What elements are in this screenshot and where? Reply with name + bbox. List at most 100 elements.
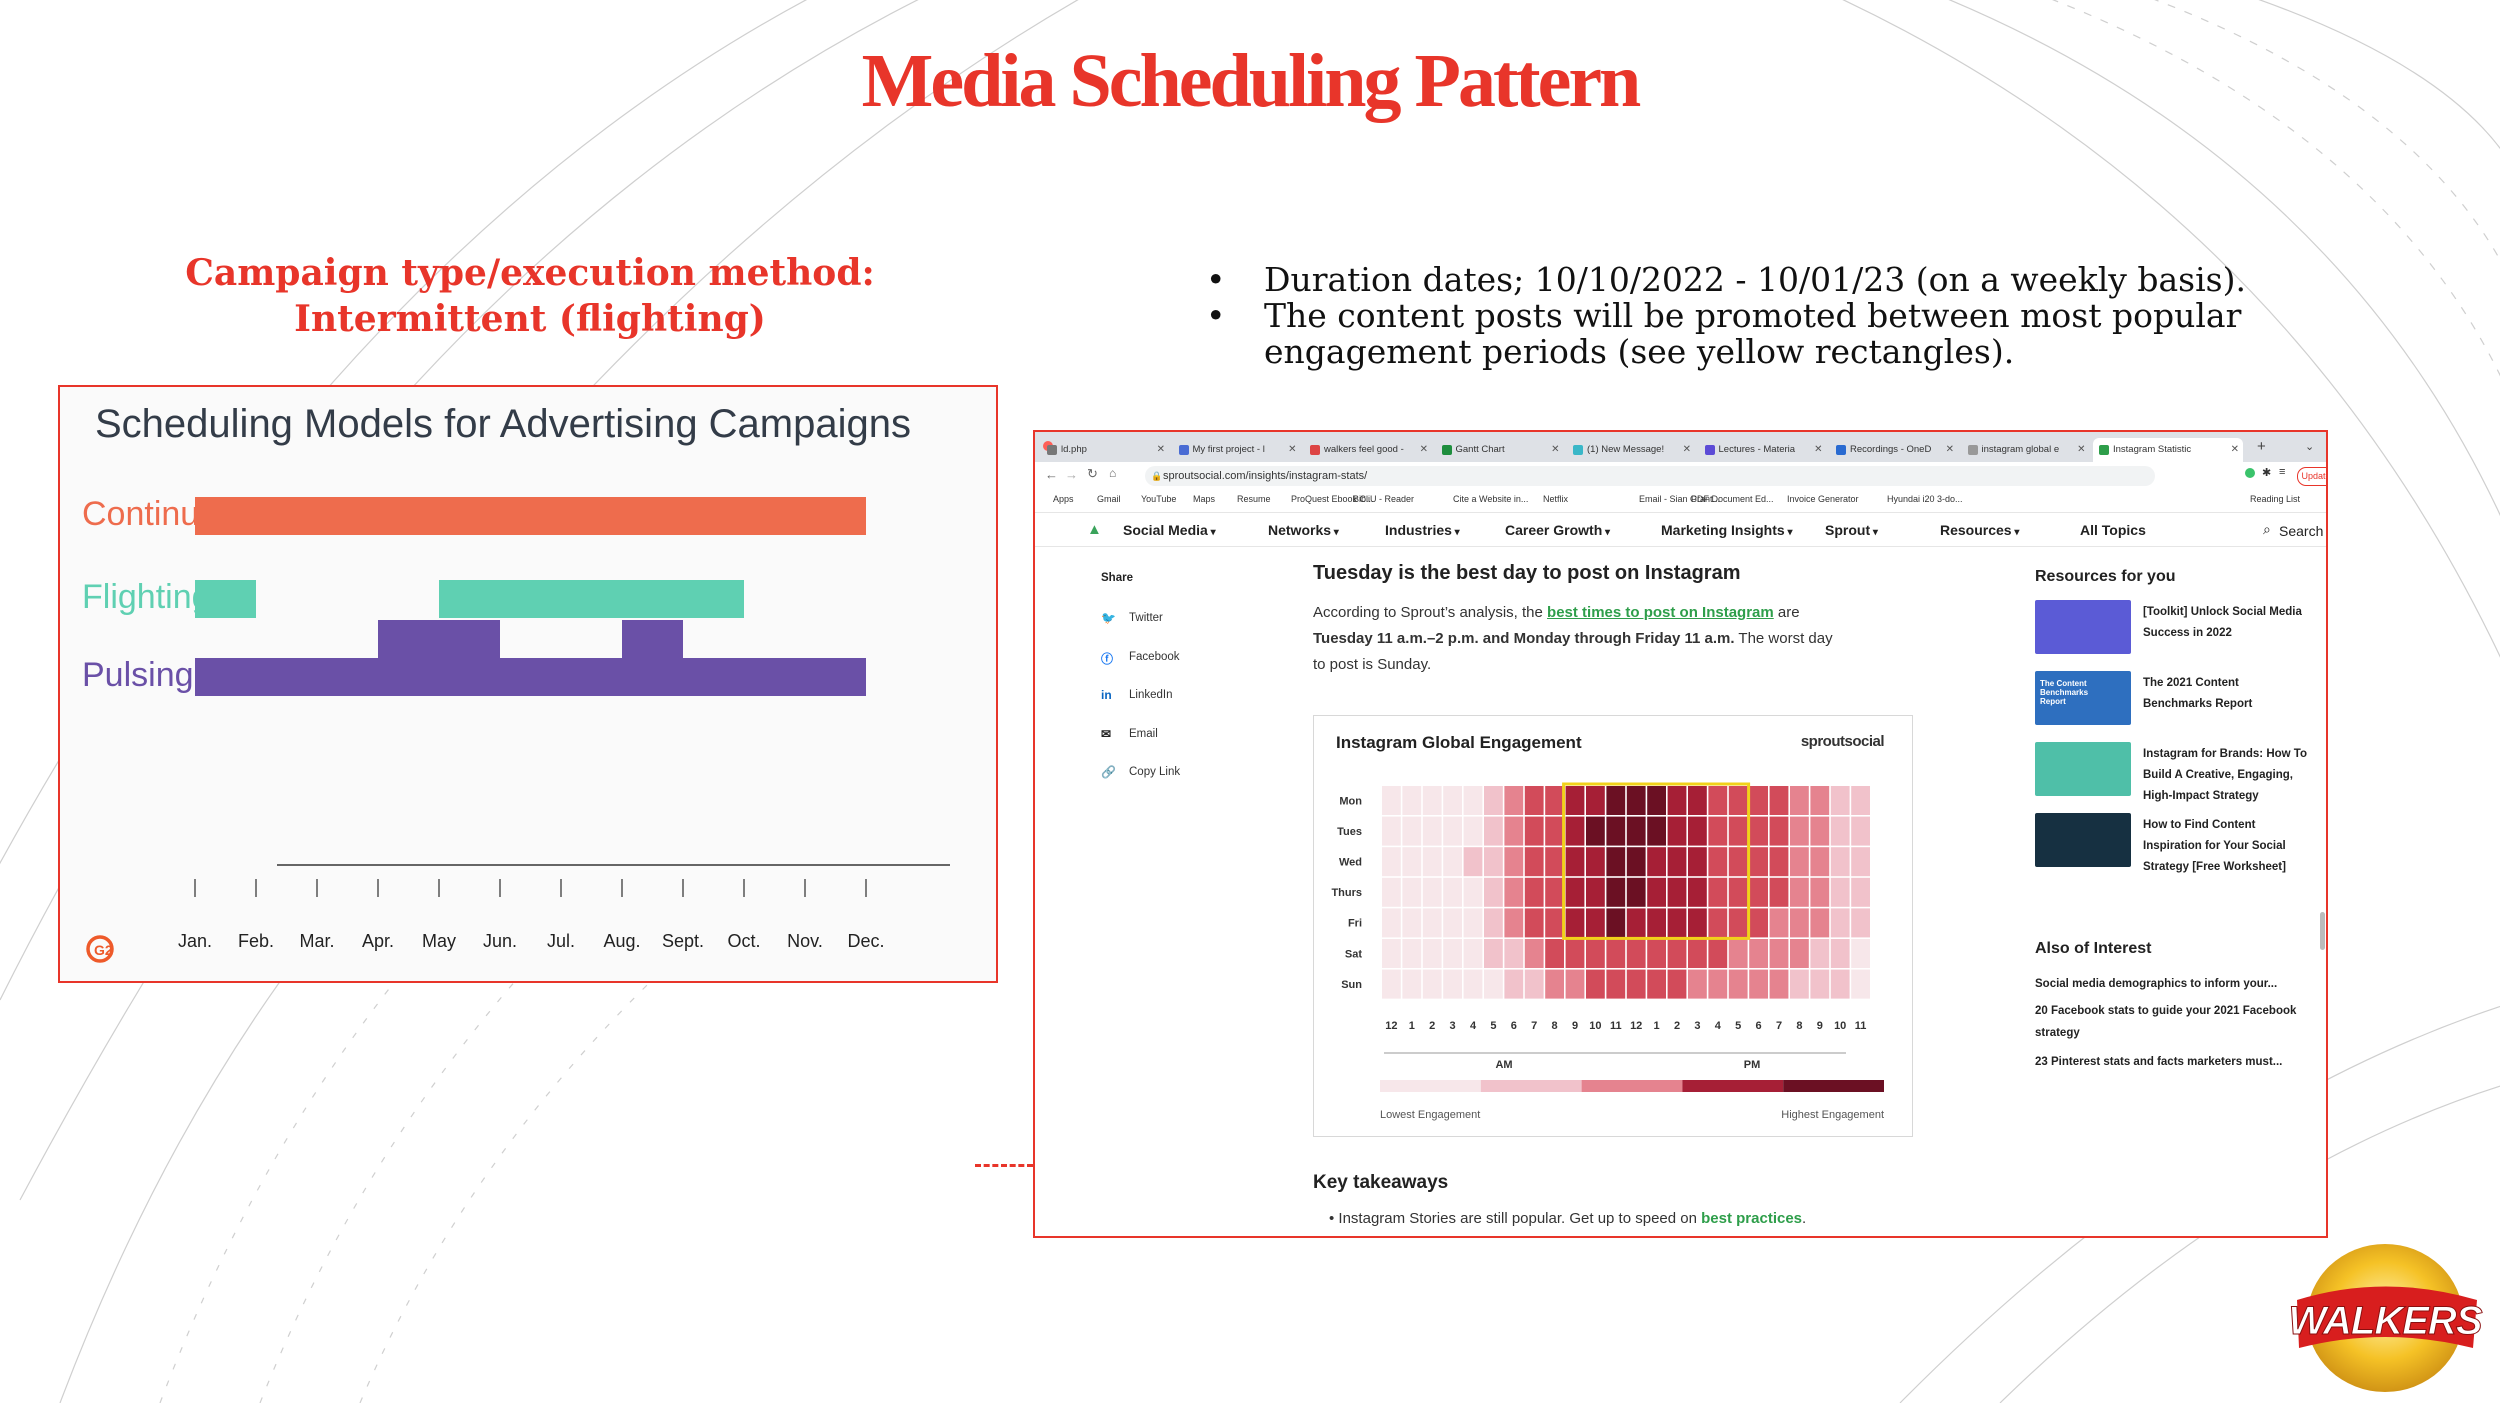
tab-close-icon[interactable]: ✕	[2230, 444, 2239, 455]
bookmark-item[interactable]: Cite a Website in...	[1453, 494, 1529, 504]
address-bar[interactable]: 🔒 sproutsocial.com/insights/instagram-st…	[1145, 466, 2155, 486]
tab-favicon-icon	[1178, 445, 1189, 455]
nav-item-marketing-insights[interactable]: Marketing Insights ▾	[1661, 522, 1793, 538]
forward-arrow-icon[interactable]: →	[1065, 467, 1078, 482]
update-button[interactable]: Update	[2297, 467, 2326, 486]
nav-item-label: Career Growth	[1505, 522, 1603, 538]
bookmark-item[interactable]: Gmail	[1097, 494, 1121, 504]
share-twitter[interactable]: Twitter	[1129, 612, 1163, 624]
playlist-icon[interactable]: ≡	[2279, 466, 2286, 478]
bookmark-item[interactable]: BibliU - Reader	[1353, 494, 1415, 504]
resource-title[interactable]: Instagram for Brands: How To Build A Crea…	[2143, 744, 2326, 807]
home-icon[interactable]: ⌂	[1109, 466, 1117, 480]
tab-close-icon[interactable]: ✕	[1945, 444, 1954, 455]
resource-thumbnail[interactable]: The Content Benchmarks Report	[2035, 671, 2131, 725]
tab-close-icon[interactable]: ✕	[1682, 444, 1691, 455]
tab-list-chevron-icon[interactable]: ⌄	[2305, 441, 2315, 453]
bookmark-item[interactable]: YouTube	[1141, 494, 1177, 504]
browser-tab[interactable]: Instagram Statistic ✕	[2093, 438, 2243, 462]
nav-item-career-growth[interactable]: Career Growth ▾	[1505, 522, 1610, 538]
resource-thumbnail[interactable]	[2035, 742, 2131, 796]
tab-close-icon[interactable]: ✕	[1156, 444, 1165, 455]
bookmark-item[interactable]: Apps	[1053, 494, 1074, 504]
bookmark-item[interactable]: ProQuest Ebook C...	[1291, 494, 1374, 504]
linkedin-icon[interactable]: in	[1101, 688, 1112, 702]
month-label: Aug.	[603, 931, 640, 951]
bookmark-item[interactable]: Resume	[1237, 494, 1271, 504]
resource-thumbnail[interactable]	[2035, 813, 2131, 867]
resource-title[interactable]: How to Find Content Inspiration for Your …	[2143, 815, 2326, 878]
facebook-icon[interactable]: ⓕ	[1101, 651, 1114, 666]
copy-link-icon[interactable]: 🔗	[1101, 765, 1116, 779]
share-copy-link[interactable]: Copy Link	[1129, 766, 1181, 778]
tab-close-icon[interactable]: ✕	[2077, 444, 2086, 455]
search-label[interactable]: Search	[2279, 523, 2324, 539]
share-email[interactable]: Email	[1129, 727, 1158, 740]
browser-tab[interactable]: ld.php ✕	[1041, 438, 1169, 462]
bookmark-item[interactable]: Netflix	[1543, 494, 1569, 504]
back-arrow-icon[interactable]: ←	[1045, 467, 1058, 482]
tab-close-icon[interactable]: ✕	[1419, 444, 1428, 455]
extension-icon[interactable]	[2245, 468, 2255, 478]
browser-tab[interactable]: Recordings - OneD ✕	[1830, 438, 1958, 462]
heatmap-cell	[1647, 786, 1666, 815]
share-facebook[interactable]: Facebook	[1129, 650, 1180, 663]
browser-tab[interactable]: instagram global e ✕	[1962, 438, 2090, 462]
sprout-home-icon[interactable]: ▲	[1087, 521, 1102, 538]
heatmap-cell	[1667, 908, 1687, 938]
email-icon[interactable]: ✉	[1101, 726, 1112, 741]
search-icon[interactable]: ⌕	[2263, 521, 2271, 537]
bookmark-item[interactable]: Reading List	[2250, 494, 2301, 504]
browser-tab[interactable]: (1) New Message! ✕	[1567, 438, 1695, 462]
also-of-interest-link[interactable]: 20 Facebook stats to guide your 2021 Fac…	[2035, 1005, 2297, 1017]
nav-item-resources[interactable]: Resources ▾	[1940, 522, 2019, 538]
article-text-2: are	[1773, 604, 1800, 621]
puzzle-icon[interactable]: ✱	[2262, 467, 2272, 479]
hour-label: 1	[1654, 1020, 1660, 1032]
bookmark-item[interactable]: Maps	[1193, 494, 1216, 504]
resource-thumbnail[interactable]	[2035, 600, 2131, 654]
nav-item-industries[interactable]: Industries ▾	[1385, 522, 1460, 538]
nav-item-social-media[interactable]: Social Media ▾	[1123, 522, 1216, 538]
best-times-link[interactable]: best times to post on Instagram	[1547, 604, 1774, 621]
heatmap-cell	[1790, 877, 1809, 907]
also-of-interest-link[interactable]: Social media demographics to inform your…	[2035, 978, 2278, 990]
heatmap-cell	[1667, 877, 1687, 907]
nav-item-networks[interactable]: Networks ▾	[1268, 522, 1339, 538]
tab-close-icon[interactable]: ✕	[1288, 444, 1297, 455]
also-of-interest-link[interactable]: 23 Pinterest stats and facts marketers m…	[2035, 1056, 2283, 1068]
reload-icon[interactable]: ↻	[1087, 466, 1098, 481]
tab-close-icon[interactable]: ✕	[1814, 444, 1823, 455]
browser-tab[interactable]: Gantt Chart ✕	[1436, 438, 1564, 462]
bookmark-item[interactable]: Email - Sian Grant...	[1639, 494, 1721, 504]
bookmark-item[interactable]: Invoice Generator	[1787, 494, 1859, 504]
also-of-interest-link[interactable]: strategy	[2035, 1027, 2080, 1039]
peak-engagement-highlight	[1562, 782, 1751, 940]
browser-tab[interactable]: My first project - l ✕	[1173, 438, 1301, 462]
new-tab-plus-icon[interactable]: +	[2257, 438, 2266, 455]
nav-item-all-topics[interactable]: All Topics	[2080, 522, 2146, 538]
bookmark-item[interactable]: PDF Document Ed...	[1691, 494, 1774, 504]
heatmap-cell	[1545, 847, 1564, 877]
heatmap-cell	[1790, 847, 1809, 877]
share-linkedin[interactable]: LinkedIn	[1129, 689, 1173, 701]
heatmap-cell	[1626, 877, 1646, 907]
hour-label: 8	[1796, 1020, 1802, 1032]
resource-title[interactable]: The 2021 Content Benchmarks Report	[2143, 673, 2326, 715]
day-label: Thurs	[1331, 887, 1362, 899]
heatmap-cell	[1647, 969, 1666, 999]
tab-close-icon[interactable]: ✕	[1551, 444, 1560, 455]
browser-tab[interactable]: Lectures - Materia ✕	[1699, 438, 1827, 462]
browser-tab[interactable]: walkers feel good - ✕	[1304, 438, 1432, 462]
resources-sidebar: Resources for you [Toolkit] Unlock Socia…	[2035, 568, 2325, 1108]
heatmap-cell	[1382, 816, 1401, 846]
best-practices-link[interactable]: best practices	[1701, 1210, 1803, 1227]
twitter-icon[interactable]: 🐦	[1101, 611, 1116, 625]
nav-item-sprout[interactable]: Sprout ▾	[1825, 522, 1878, 538]
page-scrollbar-thumb[interactable]	[2320, 912, 2325, 950]
heatmap-cell	[1708, 816, 1728, 846]
heatmap-cell	[1688, 786, 1707, 815]
heatmap-cell	[1851, 816, 1870, 846]
resource-title[interactable]: [Toolkit] Unlock Social Media Success in …	[2143, 602, 2326, 644]
bookmark-item[interactable]: Hyundai i20 3-do...	[1887, 494, 1963, 504]
